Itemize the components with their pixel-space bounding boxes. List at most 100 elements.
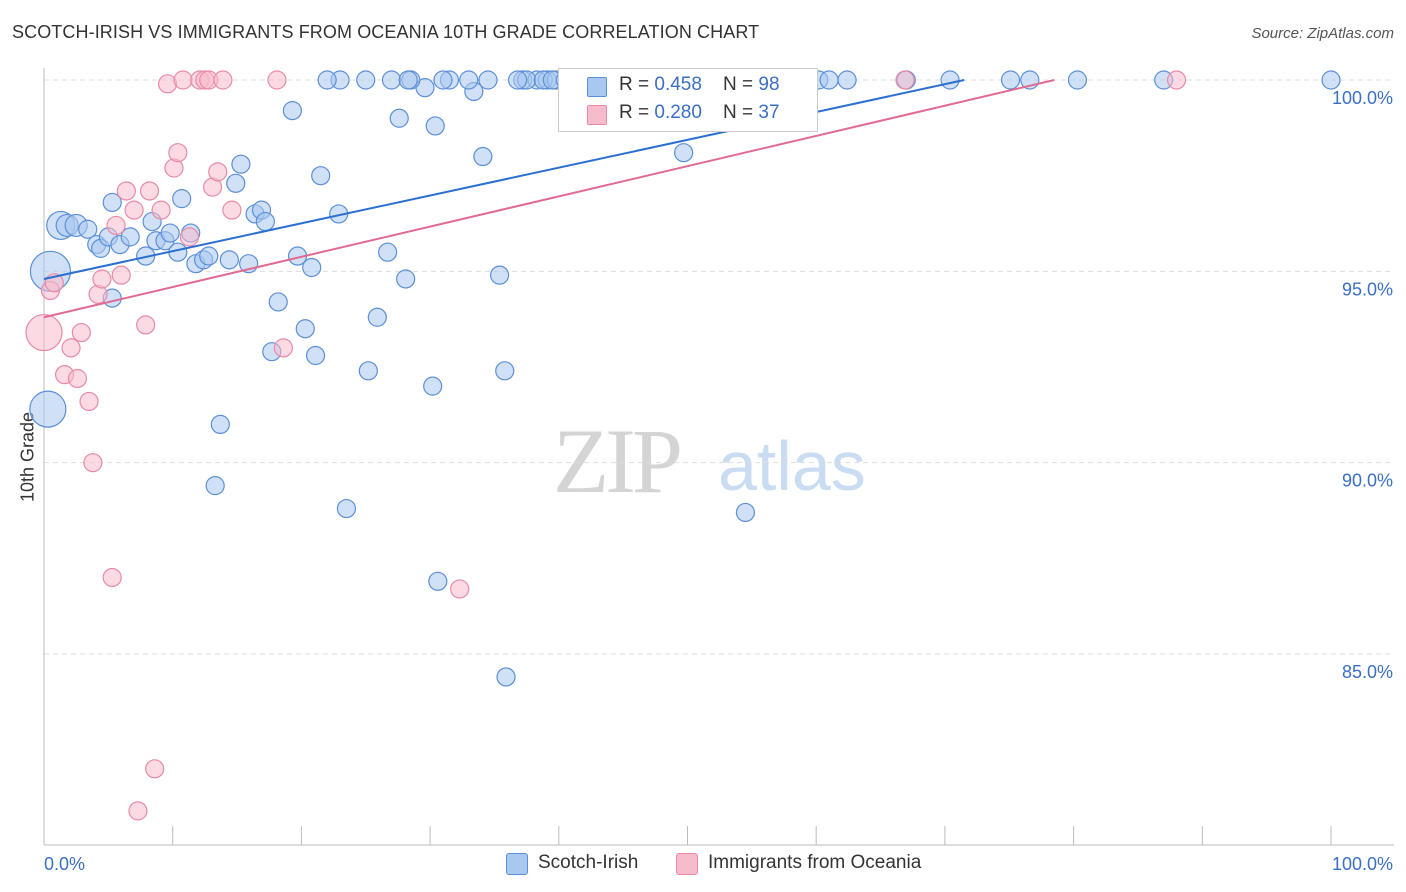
x-tick-label: 0.0% <box>44 854 85 874</box>
point-oceania <box>145 759 165 779</box>
point-oceania <box>92 269 112 289</box>
point-scotch-irish <box>295 319 315 339</box>
point-scotch-irish <box>398 70 418 90</box>
point-oceania <box>139 181 160 201</box>
legend-r-label: R = <box>619 74 655 95</box>
point-scotch-irish <box>478 70 498 90</box>
point-scotch-irish <box>255 211 275 232</box>
point-scotch-irish <box>495 361 515 381</box>
point-oceania <box>213 70 233 90</box>
point-scotch-irish <box>381 70 402 90</box>
stats-legend: R = 0.458 N = 98 R = 0.280 N = 37 <box>558 68 818 132</box>
point-scotch-irish <box>120 227 140 247</box>
point-oceania <box>173 70 193 90</box>
legend-row-oceania: R = 0.280 N = 37 <box>619 102 780 124</box>
point-scotch-irish <box>940 70 960 90</box>
point-scotch-irish <box>311 166 331 186</box>
bottom-legend-scotch-irish: Scotch-Irish <box>538 852 639 873</box>
point-oceania <box>450 579 470 599</box>
legend-r-label: R = <box>619 102 655 123</box>
point-scotch-irish <box>78 219 98 239</box>
point-oceania <box>61 338 81 358</box>
trendline-oceania <box>43 79 1055 319</box>
point-oceania <box>79 391 99 412</box>
point-scotch-irish <box>336 498 357 519</box>
point-oceania <box>71 322 91 343</box>
point-oceania <box>102 567 122 588</box>
point-oceania <box>128 801 148 821</box>
point-scotch-irish <box>219 250 239 270</box>
y-tick-label: 100.0% <box>1332 88 1393 108</box>
point-scotch-irish <box>428 571 448 591</box>
chart-title: SCOTCH-IRISH VS IMMIGRANTS FROM OCEANIA … <box>12 22 760 42</box>
point-scotch-irish <box>396 269 416 289</box>
point-oceania <box>168 143 188 163</box>
y-tick-label: 90.0% <box>1342 471 1393 491</box>
point-oceania <box>106 215 126 236</box>
point-scotch-irish <box>1000 70 1021 90</box>
point-scotch-irish <box>389 108 409 128</box>
point-scotch-irish <box>29 390 67 428</box>
point-scotch-irish <box>317 70 337 90</box>
point-scotch-irish <box>735 502 756 523</box>
point-oceania <box>179 227 200 247</box>
point-oceania <box>151 200 171 220</box>
point-oceania <box>895 70 915 90</box>
point-scotch-irish <box>496 667 516 687</box>
point-scotch-irish <box>210 414 230 434</box>
watermark-atlas: atlas <box>718 427 866 505</box>
point-scotch-irish <box>305 345 326 366</box>
point-scotch-irish <box>425 116 445 136</box>
point-scotch-irish <box>199 246 219 266</box>
y-tick-label: 85.0% <box>1342 662 1393 682</box>
point-scotch-irish <box>282 101 302 121</box>
legend-r-value: 0.280 <box>654 102 702 123</box>
x-tick-label: 100.0% <box>1332 854 1393 874</box>
legend-n-value: 98 <box>758 74 780 95</box>
legend-row-scotch-irish: R = 0.458 N = 98 <box>619 74 780 96</box>
point-oceania <box>208 162 228 182</box>
point-oceania <box>1166 70 1187 90</box>
legend-n-value: 37 <box>758 102 780 123</box>
point-scotch-irish <box>205 476 225 496</box>
point-scotch-irish <box>1067 70 1088 90</box>
point-scotch-irish <box>837 70 857 90</box>
point-scotch-irish <box>819 70 839 90</box>
point-scotch-irish <box>358 361 378 381</box>
bottom-legend-swatch-oceania <box>676 853 698 875</box>
bottom-legend-oceania: Immigrants from Oceania <box>708 852 922 873</box>
point-scotch-irish <box>160 223 180 243</box>
legend-swatch-scotch-irish <box>587 77 607 97</box>
point-scotch-irish <box>367 307 387 327</box>
point-oceania <box>67 368 88 389</box>
point-oceania <box>267 70 287 90</box>
point-scotch-irish <box>473 146 493 167</box>
legend-r-value: 0.458 <box>654 74 702 95</box>
point-scotch-irish <box>489 265 510 285</box>
point-oceania <box>116 181 136 201</box>
source-credit: Source: ZipAtlas.com <box>1251 25 1394 42</box>
point-scotch-irish <box>508 70 528 90</box>
legend-swatch-oceania <box>587 105 607 125</box>
trendline-scotch-irish <box>43 79 965 280</box>
point-oceania <box>136 315 156 335</box>
point-scotch-irish <box>302 257 322 278</box>
point-scotch-irish <box>378 242 398 262</box>
point-oceania <box>111 265 131 285</box>
point-scotch-irish <box>459 70 479 90</box>
y-tick-label: 95.0% <box>1342 279 1393 299</box>
watermark-zip: ZIP <box>553 410 680 512</box>
point-oceania <box>83 453 103 473</box>
point-oceania <box>124 200 144 220</box>
point-scotch-irish <box>268 292 288 312</box>
point-oceania <box>25 313 63 352</box>
legend-n-label: N = <box>723 102 759 123</box>
legend-n-label: N = <box>723 74 759 95</box>
point-scotch-irish <box>102 192 122 213</box>
point-scotch-irish <box>172 189 192 209</box>
point-scotch-irish <box>433 70 453 90</box>
point-scotch-irish <box>231 154 251 174</box>
point-scotch-irish <box>1321 70 1341 90</box>
point-scotch-irish <box>423 376 443 396</box>
